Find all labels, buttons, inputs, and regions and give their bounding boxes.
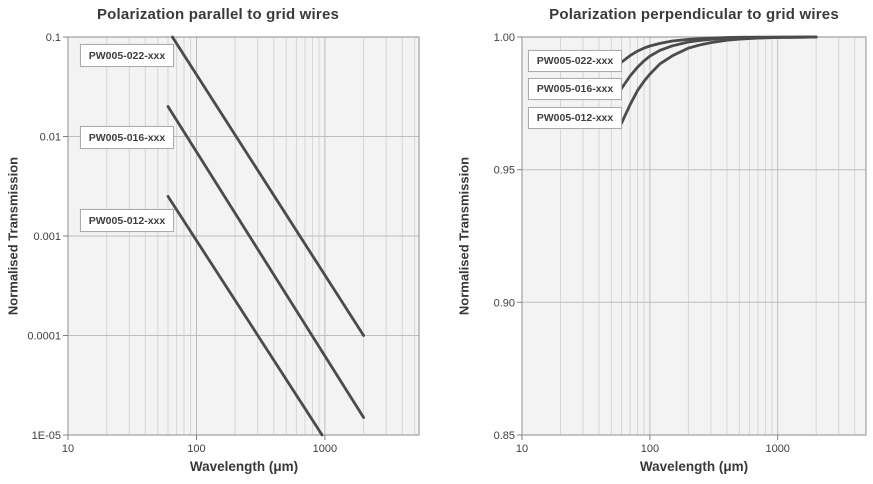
series-line-PW005-012-xxx xyxy=(620,35,818,125)
y-tick-label: 0.90 xyxy=(494,297,515,309)
y-tick-label: 0.01 xyxy=(40,132,61,144)
y-tick-label: 0.0001 xyxy=(27,331,61,343)
series-label-pw005-022: PW005-022-xxx xyxy=(80,44,174,67)
series-label-pw005-016: PW005-016-xxx xyxy=(528,78,622,100)
series-label-pw005-022: PW005-022-xxx xyxy=(528,50,622,72)
y-tick-label: 0.85 xyxy=(494,430,515,442)
chart-perpendicular: Polarization perpendicular to grid wires… xyxy=(437,0,873,484)
x-tick-label: 100 xyxy=(187,443,205,455)
y-tick-label: 0.1 xyxy=(46,32,61,44)
series-label-pw005-016: PW005-016-xxx xyxy=(80,126,174,149)
y-tick-label: 1.00 xyxy=(494,32,515,44)
series-label-pw005-012: PW005-012-xxx xyxy=(528,107,622,129)
series-line-PW005-016-xxx xyxy=(166,105,366,419)
x-tick-label: 1000 xyxy=(765,443,789,455)
y-tick-label: 0.95 xyxy=(494,165,515,177)
plot-area-perpendicular: 10 100 1000 1.00 0.95 0.90 0.85 xyxy=(494,32,867,455)
plot-area-parallel: 10 100 1000 0.1 0.01 0.001 0.0001 1E-05 xyxy=(27,32,420,455)
series-label-pw005-012: PW005-012-xxx xyxy=(80,209,174,232)
x-tick-label: 1000 xyxy=(313,443,337,455)
x-tick-label: 10 xyxy=(516,443,528,455)
x-axis-title-perpendicular: Wavelength (μm) xyxy=(639,459,749,474)
chart-title-parallel: Polarization parallel to grid wires xyxy=(96,6,340,23)
chart-title-perpendicular: Polarization perpendicular to grid wires xyxy=(549,6,839,23)
y-tick-label: 1E-05 xyxy=(32,430,61,442)
x-tick-label: 10 xyxy=(62,443,74,455)
y-tick-label: 0.001 xyxy=(33,231,61,243)
chart-parallel: Polarization parallel to grid wires Norm… xyxy=(0,0,436,484)
series-line-PW005-022-xxx xyxy=(170,35,366,337)
plot-border xyxy=(521,36,867,436)
plot-background xyxy=(522,37,866,435)
x-tick-label: 100 xyxy=(641,443,659,455)
x-axis-title-parallel: Wavelength (μm) xyxy=(189,459,299,474)
series-line-PW005-012-xxx xyxy=(166,194,324,437)
